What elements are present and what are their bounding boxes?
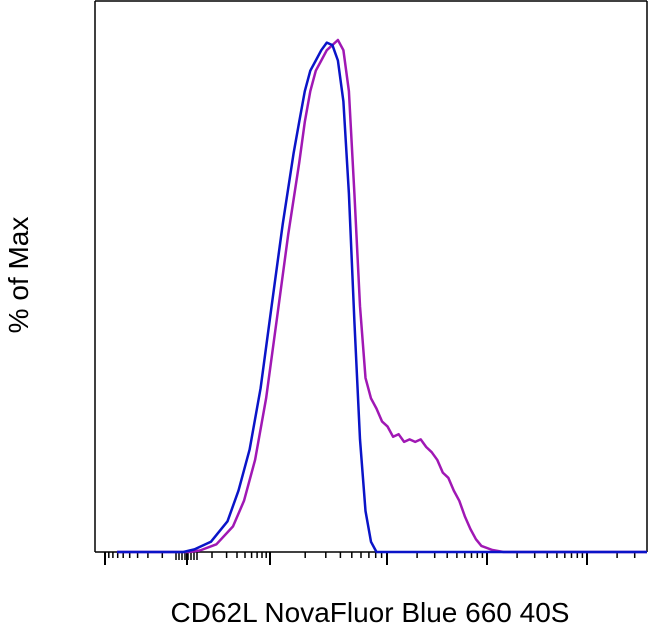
series-line-2 bbox=[117, 38, 647, 554]
y-axis-label: % of Max bbox=[3, 217, 34, 334]
series-layer bbox=[117, 38, 647, 554]
x-axis-ticks bbox=[104, 552, 636, 565]
series-line-1 bbox=[117, 41, 647, 554]
x-axis-label: CD62L NovaFluor Blue 660 40S bbox=[171, 597, 570, 628]
plot-frame bbox=[94, 0, 648, 553]
